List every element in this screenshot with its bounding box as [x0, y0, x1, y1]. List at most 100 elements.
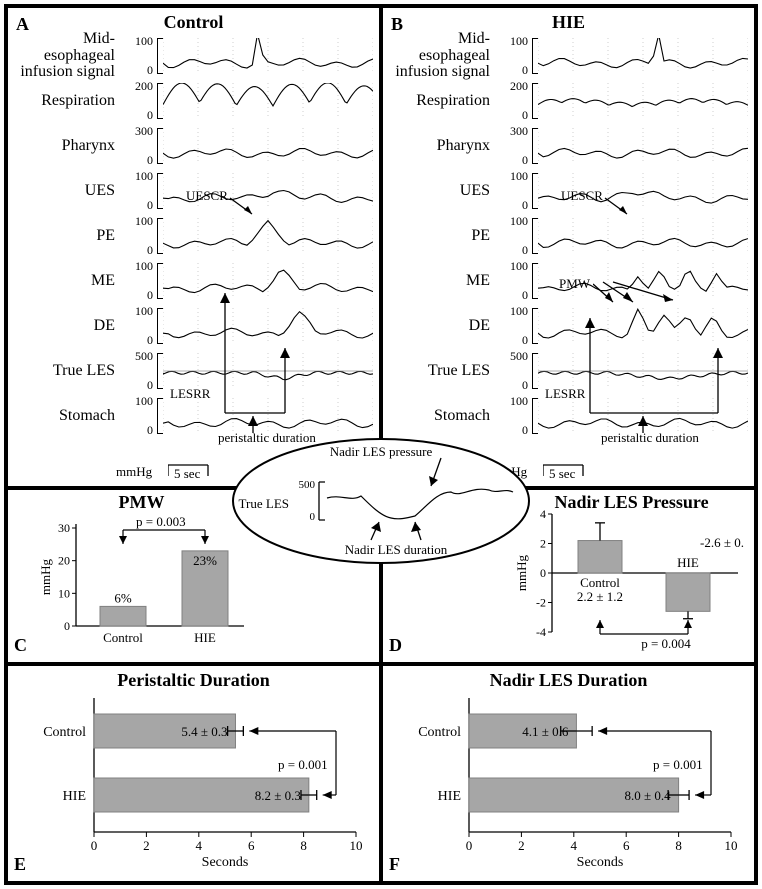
trace-label: Stomach	[14, 408, 119, 425]
trace-label: Stomach	[389, 408, 494, 425]
svg-text:-2: -2	[536, 596, 546, 610]
svg-text:30: 30	[58, 521, 70, 535]
svg-text:Control: Control	[580, 575, 620, 590]
trace-row: Pharynx3000	[389, 128, 748, 164]
arrow-uescr-a	[228, 196, 258, 220]
chart-e: 0246810SecondsControl5.4 ± 0.3HIE8.2 ± 0…	[28, 690, 368, 870]
svg-text:2.2 ± 1.2: 2.2 ± 1.2	[577, 589, 623, 604]
svg-text:2: 2	[143, 838, 150, 853]
ann-pmw-b: PMW	[559, 276, 590, 292]
svg-text:0: 0	[64, 619, 70, 633]
svg-text:Control: Control	[418, 725, 461, 740]
svg-text:0: 0	[91, 838, 98, 853]
trace-scale: 1000	[119, 38, 157, 74]
panel-d-letter: D	[389, 635, 402, 656]
trace-label: DE	[14, 318, 119, 335]
trace-label: DE	[389, 318, 494, 335]
svg-text:Control: Control	[103, 630, 143, 645]
trace-label: Pharynx	[14, 138, 119, 155]
inset-lo: 0	[310, 511, 316, 523]
panel-e-title: Peristaltic Duration	[117, 670, 269, 691]
chart-f: 0246810SecondsControl4.1 ± 0.6HIE8.0 ± 0…	[403, 690, 743, 870]
svg-text:10: 10	[350, 838, 363, 853]
svg-text:-2.6 ± 0.5: -2.6 ± 0.5	[700, 535, 744, 550]
panel-e-letter: E	[14, 854, 26, 875]
trace-row: Mid-esophagealinfusion signal1000	[14, 38, 373, 74]
trace-waveform	[163, 218, 373, 254]
svg-text:0: 0	[466, 838, 473, 853]
trace-label: ME	[389, 273, 494, 290]
trace-label: PE	[14, 228, 119, 245]
svg-text:HIE: HIE	[438, 789, 461, 804]
svg-text:4: 4	[571, 838, 578, 853]
svg-text:10: 10	[58, 587, 70, 601]
svg-text:4: 4	[196, 838, 203, 853]
trace-scale: 5000	[494, 353, 532, 389]
trace-label: Pharynx	[389, 138, 494, 155]
arrow-uescr-b	[603, 196, 633, 220]
trace-label: Mid-esophagealinfusion signal	[14, 31, 119, 81]
svg-text:8.0 ± 0.4: 8.0 ± 0.4	[624, 788, 671, 803]
svg-text:Seconds: Seconds	[202, 855, 249, 870]
trace-scale: 1000	[494, 218, 532, 254]
trace-waveform	[163, 38, 373, 74]
svg-text:2: 2	[540, 537, 546, 551]
svg-text:HIE: HIE	[194, 630, 216, 645]
trace-label: UES	[14, 183, 119, 200]
inset-hi: 500	[299, 479, 316, 491]
inset-nadir-p: Nadir LES pressure	[330, 444, 433, 459]
trace-scale: 1000	[119, 398, 157, 434]
trace-scale: 2000	[119, 83, 157, 119]
peristaltic-bracket-a	[223, 288, 333, 418]
trace-waveform	[163, 83, 373, 119]
trace-scale: 1000	[494, 263, 532, 299]
panel-b: B HIE Mid-esophagealinfusion signal1000R…	[381, 6, 756, 488]
svg-text:8: 8	[675, 838, 682, 853]
svg-text:20: 20	[58, 554, 70, 568]
figure-container: A Control Mid-esophagealinfusion signal1…	[4, 4, 758, 885]
trace-label: Respiration	[14, 93, 119, 110]
trace-label: Respiration	[389, 93, 494, 110]
svg-text:4: 4	[540, 507, 546, 521]
trace-scale: 2000	[494, 83, 532, 119]
svg-text:5.4 ± 0.3: 5.4 ± 0.3	[181, 724, 227, 739]
svg-text:23%: 23%	[193, 553, 217, 568]
panel-c-letter: C	[14, 635, 27, 656]
panel-a: A Control Mid-esophagealinfusion signal1…	[6, 6, 381, 488]
svg-text:p = 0.001: p = 0.001	[278, 757, 328, 772]
panel-f-title: Nadir LES Duration	[490, 670, 648, 691]
unit-a: mmHg	[116, 464, 152, 480]
trace-row: PE1000	[14, 218, 373, 254]
svg-text:p = 0.004: p = 0.004	[641, 636, 691, 651]
scale-a: 5 sec	[174, 466, 200, 482]
trace-label: UES	[389, 183, 494, 200]
trace-scale: 1000	[494, 38, 532, 74]
trace-waveform	[538, 218, 748, 254]
svg-text:Seconds: Seconds	[577, 855, 624, 870]
panel-e: E Peristaltic Duration 0246810SecondsCon…	[6, 664, 381, 883]
svg-text:-4: -4	[536, 625, 546, 639]
svg-text:6: 6	[248, 838, 255, 853]
trace-label: Mid-esophagealinfusion signal	[389, 31, 494, 81]
panel-f: F Nadir LES Duration 0246810SecondsContr…	[381, 664, 756, 883]
trace-scale: 3000	[494, 128, 532, 164]
ann-uescr-b: UESCR	[561, 188, 603, 204]
svg-text:6%: 6%	[114, 591, 132, 606]
trace-scale: 1000	[119, 308, 157, 344]
trace-scale: 3000	[119, 128, 157, 164]
trace-scale: 1000	[494, 173, 532, 209]
trace-scale: 1000	[119, 218, 157, 254]
trace-label: True LES	[14, 363, 119, 380]
trace-scale: 1000	[119, 173, 157, 209]
svg-text:2: 2	[518, 838, 525, 853]
svg-text:6: 6	[623, 838, 630, 853]
panel-a-title: Control	[164, 12, 224, 33]
trace-row: Respiration2000	[14, 83, 373, 119]
ann-lesrr-b: LESRR	[545, 386, 585, 402]
panel-f-letter: F	[389, 854, 400, 875]
svg-text:8.2 ± 0.3: 8.2 ± 0.3	[255, 788, 301, 803]
inset-nadir-d: Nadir LES duration	[345, 542, 448, 557]
panel-b-title: HIE	[552, 12, 585, 33]
trace-label: ME	[14, 273, 119, 290]
trace-label: PE	[389, 228, 494, 245]
